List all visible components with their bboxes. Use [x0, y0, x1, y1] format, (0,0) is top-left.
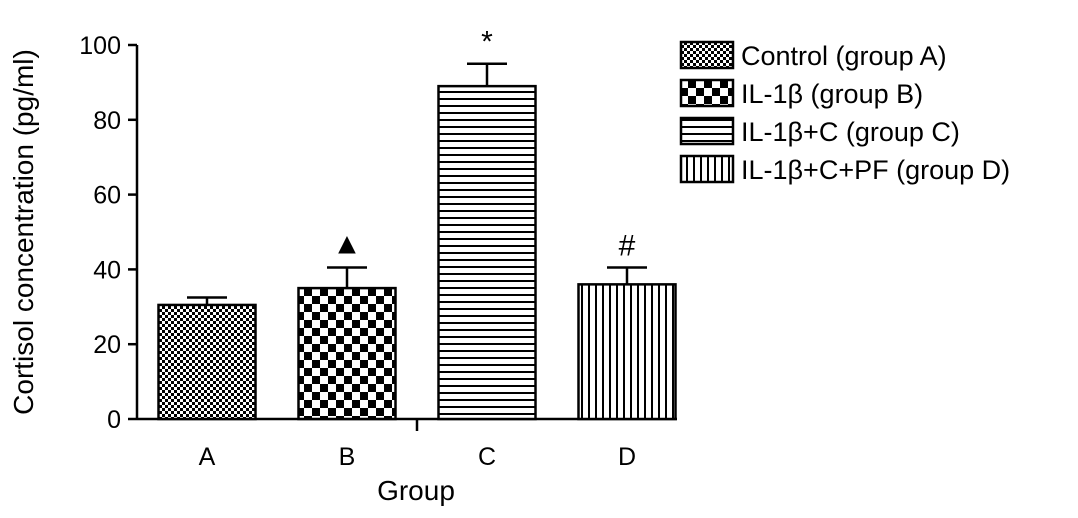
legend-label-d: IL-1β+C+PF (group D): [741, 155, 1010, 185]
x-tick-label-c: C: [478, 443, 496, 471]
y-tick-label: 0: [107, 406, 121, 434]
x-axis-title: Group: [377, 475, 455, 506]
y-tick-label: 80: [93, 107, 121, 135]
significance-marker-d: #: [619, 230, 636, 263]
significance-marker-c: *: [481, 26, 493, 59]
y-tick-label: 40: [93, 256, 121, 284]
legend-label-c: IL-1β+C (group C): [741, 117, 960, 147]
bar-b: [297, 286, 397, 421]
bar-a: [157, 303, 257, 421]
legend-swatch-c: [679, 116, 735, 146]
legend-swatch-d: [679, 154, 735, 184]
y-tick-label: 100: [79, 32, 121, 60]
x-tick-label-d: D: [618, 443, 636, 471]
legend-swatch-a: [679, 40, 735, 70]
y-axis-title: Cortisol concentration (pg/ml): [8, 49, 39, 415]
legend-label-a: Control (group A): [741, 41, 947, 71]
legend-label-b: IL-1β (group B): [741, 79, 923, 109]
bar-c: [437, 84, 537, 421]
y-tick-label: 60: [93, 182, 121, 210]
legend-swatch-b: [679, 78, 735, 108]
y-tick-label: 20: [93, 331, 121, 359]
x-tick-label-b: B: [339, 443, 356, 471]
significance-marker-b: ▲: [332, 228, 362, 261]
bar-d: [577, 283, 677, 421]
x-tick-label-a: A: [199, 443, 216, 471]
